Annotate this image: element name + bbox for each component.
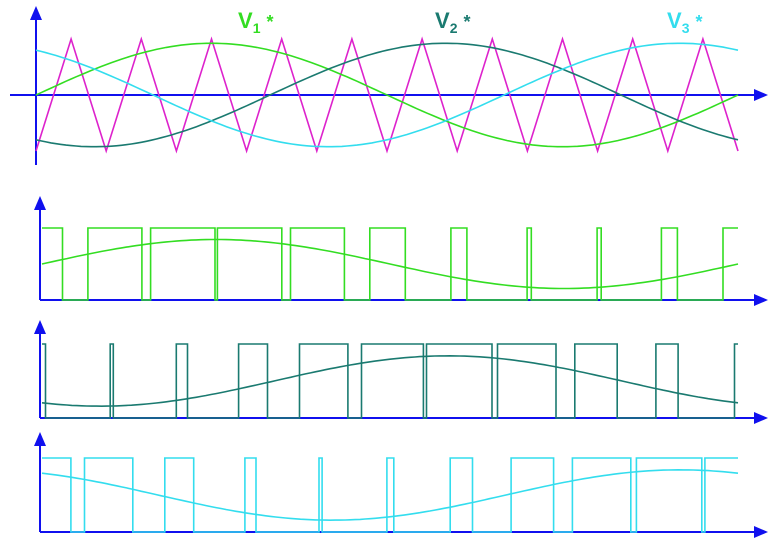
top-y-axis-arrow <box>30 6 42 20</box>
v1-label-name: V <box>238 8 253 33</box>
v2-label-star: * <box>463 12 471 32</box>
panel1-y-axis-arrow <box>34 196 46 210</box>
panel1-average-sine <box>41 238 739 290</box>
reference-wave-v2 <box>35 42 739 148</box>
reference-wave-v3 <box>35 42 739 148</box>
v3-ref-label: V3 * <box>667 8 703 36</box>
v2-ref-label: V2 * <box>435 8 471 36</box>
top-x-axis-arrow <box>754 89 768 101</box>
v2-label-sub: 2 <box>449 20 458 36</box>
v2-label-name: V <box>435 8 450 33</box>
carrier-triangle-wave <box>35 36 739 154</box>
v1-ref-label: V1 * <box>238 8 274 36</box>
panel3-pwm-pulses <box>42 457 738 533</box>
v1-label-sub: 1 <box>252 20 261 36</box>
v3-label-name: V <box>667 8 682 33</box>
panel3-y-axis-arrow <box>34 432 46 446</box>
v3-label-sub: 3 <box>681 20 690 36</box>
v1-label-star: * <box>266 12 274 32</box>
panel2-x-axis-arrow <box>754 412 768 424</box>
panel1-x-axis-arrow <box>754 294 768 306</box>
reference-wave-v1 <box>35 42 739 148</box>
panel2-average-sine <box>41 354 739 408</box>
panel2-y-axis-arrow <box>34 320 46 334</box>
panel1-pwm-pulses <box>42 227 738 301</box>
v3-label-star: * <box>695 12 703 32</box>
panel3-average-sine <box>41 468 739 522</box>
panel3-x-axis-arrow <box>754 526 768 538</box>
panel2-pwm-pulses <box>42 343 738 419</box>
